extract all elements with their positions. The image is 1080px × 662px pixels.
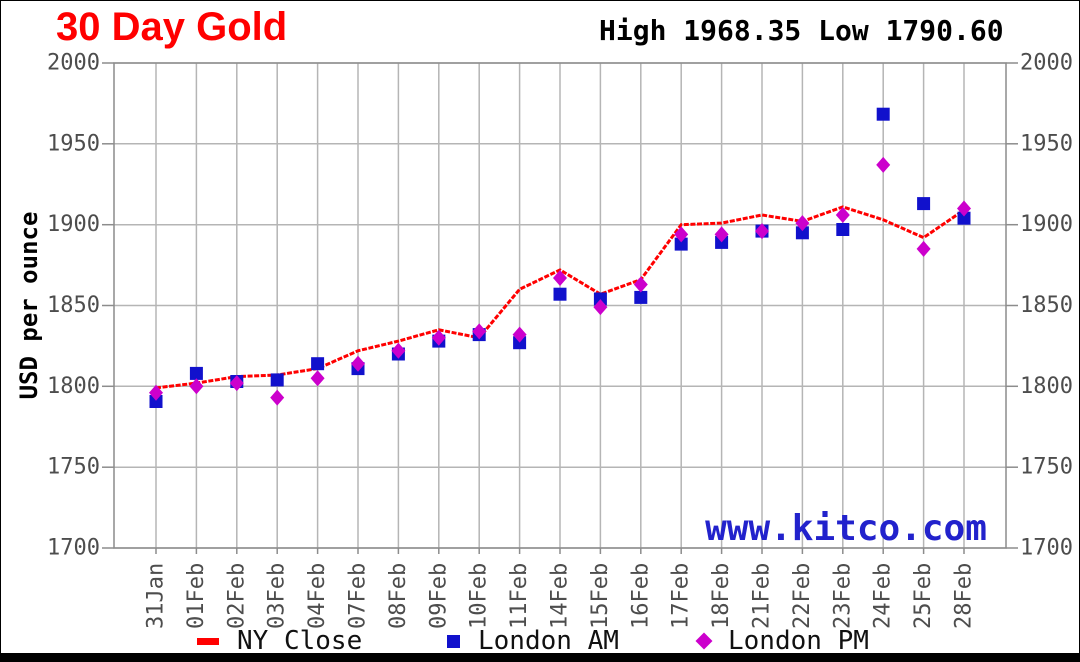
london-pm-diamond-icon	[695, 632, 713, 650]
london-am-point	[311, 357, 325, 371]
london-pm-point	[957, 200, 971, 217]
y-tick-label-left: 1800	[47, 374, 100, 399]
london-pm-point	[755, 223, 769, 240]
london-pm-point	[876, 156, 891, 173]
legend-label-london-am: London AM	[478, 626, 619, 656]
y-tick-label-right: 1800	[1020, 374, 1073, 399]
london-pm-point	[714, 226, 729, 243]
x-tick-label: 09Feb	[426, 563, 451, 629]
london-am-point	[513, 336, 527, 350]
high-low-stats: High 1968.35 Low 1790.60	[599, 14, 1004, 47]
x-tick-label: 24Feb	[871, 563, 896, 629]
legend-label-ny-close: NY Close	[237, 626, 363, 656]
x-tick-label: 03Feb	[265, 563, 290, 629]
london-am-square-icon	[447, 634, 460, 648]
london-am-point	[593, 292, 607, 306]
london-pm-point	[229, 375, 244, 392]
x-tick-label: 10Feb	[467, 563, 492, 629]
london-pm-point	[310, 370, 325, 387]
legend-item-london-am: London AM	[447, 626, 619, 656]
london-pm-point	[431, 329, 446, 346]
london-am-point	[795, 226, 809, 240]
bottom-divider-bar	[1, 653, 1079, 661]
london-am-point	[270, 373, 284, 387]
x-tick-label: 16Feb	[628, 563, 653, 629]
london-am-point	[836, 223, 850, 236]
y-tick-label-right: 2000	[1020, 51, 1073, 76]
x-tick-label: 02Feb	[224, 563, 249, 629]
chart-legend: NY Close London AM London PM	[1, 626, 1079, 656]
x-tick-label: 18Feb	[709, 563, 734, 629]
london-pm-point	[512, 326, 527, 343]
x-tick-label: 04Feb	[305, 563, 330, 629]
london-pm-point	[270, 389, 285, 406]
ny-close-line	[155, 205, 965, 390]
london-pm-point	[795, 215, 810, 232]
kitco-watermark: www.kitco.com	[705, 508, 987, 549]
ny-close-dash-icon	[197, 637, 219, 645]
x-tick-label: 07Feb	[346, 563, 371, 629]
london-pm-point	[351, 355, 365, 372]
x-tick-label: 01Feb	[184, 563, 209, 629]
london-pm-point	[674, 226, 689, 243]
x-tick-label: 11Feb	[507, 563, 532, 629]
london-pm-point	[835, 207, 850, 223]
london-pm-point	[553, 270, 567, 286]
london-pm-point	[916, 240, 931, 257]
y-tick-label-left: 1700	[47, 536, 100, 561]
legend-item-ny-close: NY Close	[197, 626, 363, 656]
london-pm-point	[149, 384, 163, 401]
london-pm-point	[391, 342, 406, 359]
y-tick-label-right: 1700	[1020, 536, 1073, 561]
x-tick-label: 21Feb	[750, 563, 775, 629]
london-pm-point	[472, 323, 487, 340]
y-tick-label-right: 1900	[1020, 212, 1073, 237]
y-tick-label-left: 1950	[47, 131, 100, 156]
x-tick-label: 25Feb	[911, 563, 936, 629]
london-am-point	[957, 211, 971, 225]
london-am-point	[189, 366, 203, 380]
london-am-point	[674, 237, 688, 251]
y-tick-label-right: 1750	[1020, 455, 1073, 480]
x-tick-label: 22Feb	[790, 563, 815, 629]
x-tick-label: 14Feb	[548, 563, 573, 629]
y-tick-label-left: 1900	[47, 212, 100, 237]
london-am-point	[634, 290, 648, 304]
london-am-point	[149, 395, 163, 408]
page-title: 30 Day Gold	[56, 5, 288, 49]
x-tick-label: 17Feb	[669, 563, 694, 629]
x-tick-label: 31Jan	[144, 563, 169, 629]
london-am-point	[876, 107, 890, 121]
plot-border	[113, 62, 1007, 549]
y-tick-label-left: 1850	[47, 293, 100, 318]
x-tick-label: 15Feb	[588, 563, 613, 629]
london-am-point	[917, 197, 931, 211]
x-tick-label: 28Feb	[952, 563, 977, 629]
y-tick-label-left: 2000	[47, 51, 100, 76]
london-pm-point	[593, 299, 608, 316]
legend-label-london-pm: London PM	[728, 626, 869, 656]
y-tick-label-left: 1750	[47, 455, 100, 480]
london-am-point	[553, 287, 567, 301]
london-pm-point	[633, 276, 648, 293]
legend-item-london-pm: London PM	[695, 626, 869, 656]
london-pm-point	[189, 378, 204, 395]
y-tick-label-right: 1950	[1020, 131, 1073, 156]
y-axis-title: USD per ounce	[15, 212, 43, 400]
y-tick-label-right: 1850	[1020, 293, 1073, 318]
x-tick-label: 23Feb	[830, 563, 855, 629]
x-tick-label: 08Feb	[386, 563, 411, 629]
